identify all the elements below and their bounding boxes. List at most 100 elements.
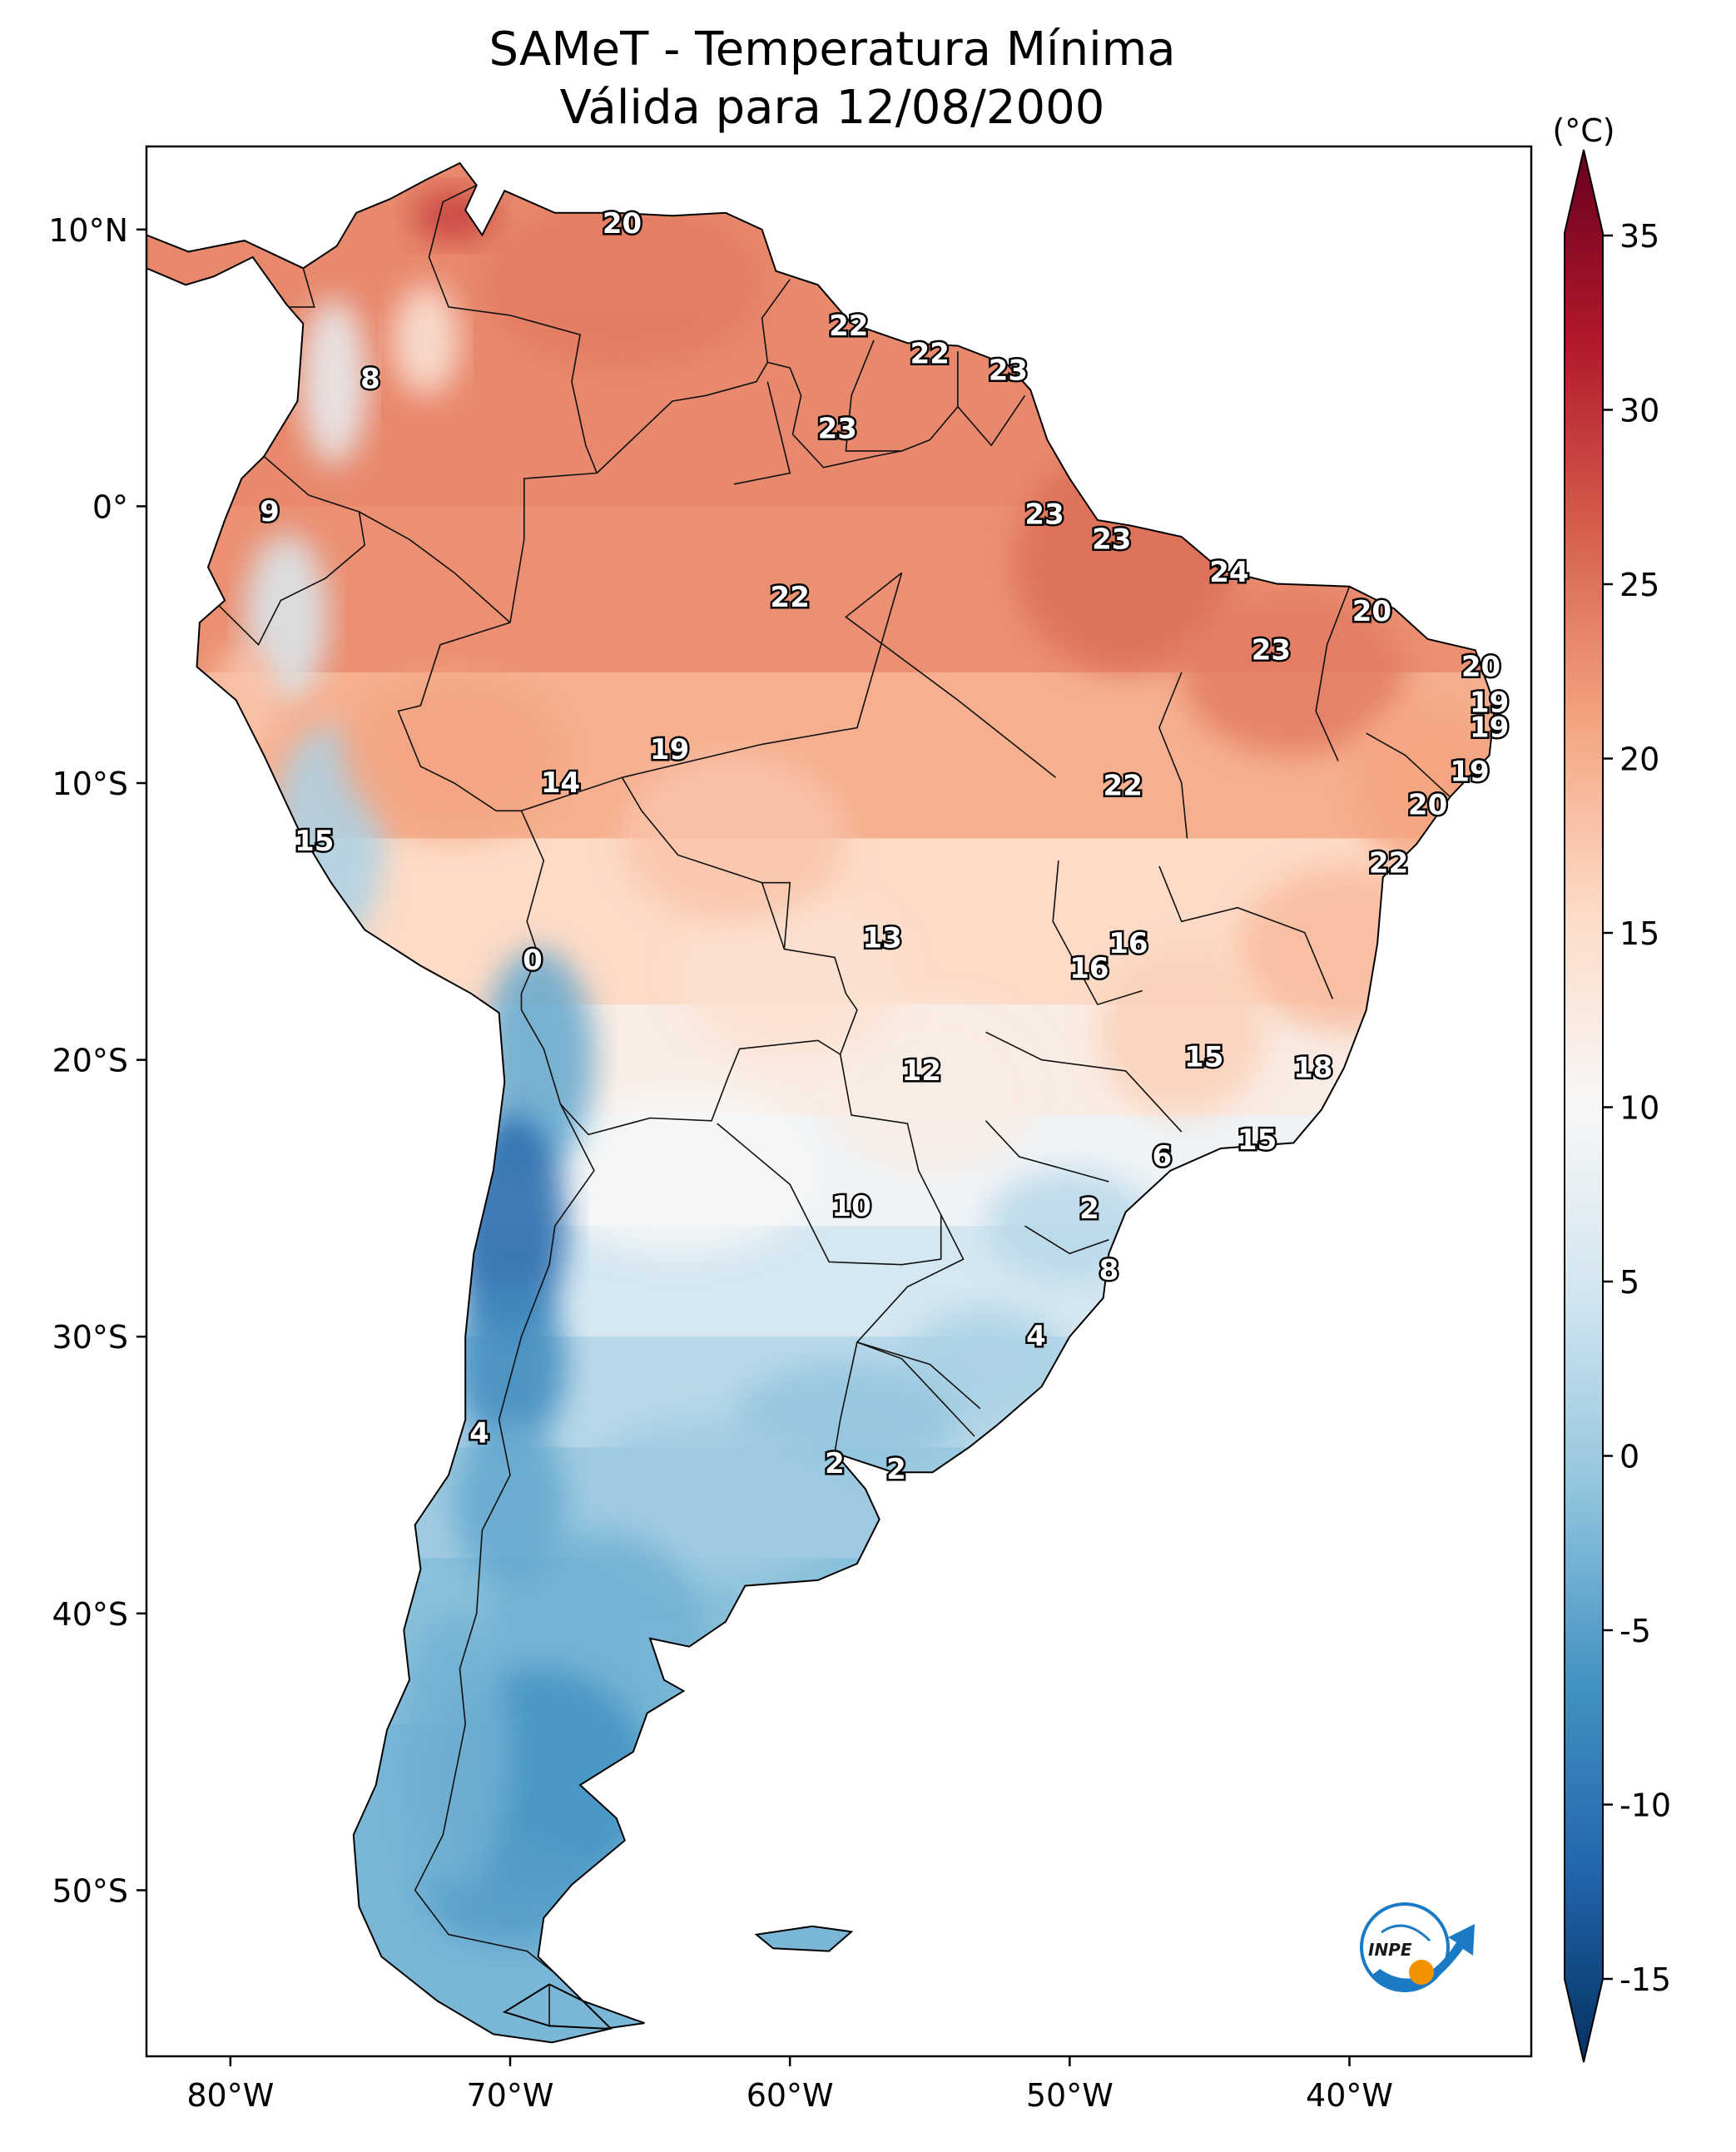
temperature-label: 16: [1109, 927, 1148, 960]
temperature-patch: [622, 755, 846, 922]
lat-tick-label: 20°S: [52, 1043, 128, 1079]
temperature-patch: [817, 1004, 1042, 1171]
temperature-patch: [454, 1281, 567, 1448]
colorbar-tick-label: 30: [1619, 393, 1659, 429]
colorbar-tick-label: 5: [1619, 1264, 1639, 1301]
border-line: [1366, 732, 1451, 798]
country-borders: [218, 184, 1451, 2026]
map-frame: [145, 145, 1533, 2058]
temperature-label: 22: [1369, 847, 1408, 880]
lon-tick-label: 60°W: [746, 2077, 834, 2114]
colorbar-tick-label: 25: [1619, 567, 1659, 603]
temperature-label: 2: [1079, 1193, 1099, 1226]
border-line: [834, 1341, 858, 1454]
temperature-label: 2: [886, 1453, 906, 1486]
temperature-label: 24: [1209, 556, 1248, 589]
temperature-label: 4: [469, 1417, 489, 1450]
longitude-ticks: 80°W 70°W 60°W 50°W 40°W: [186, 2056, 1393, 2114]
border-line: [218, 455, 366, 647]
temperature-label: 0: [523, 944, 543, 977]
temperature-label: 22: [1104, 769, 1143, 802]
colorbar-tick-label: 35: [1619, 218, 1659, 255]
temperature-patch: [398, 1613, 510, 1891]
temperature-label: 15: [295, 825, 334, 858]
border-line: [1315, 586, 1351, 761]
border-line: [1052, 860, 1143, 1006]
lat-tick-label: 10°S: [52, 766, 128, 802]
colorbar-unit: (°C): [1552, 112, 1614, 149]
border-line: [985, 1031, 1183, 1133]
colorbar: (°C) 35 30 25 20 15 10 5 0 -5 -10 -15: [1552, 112, 1671, 2063]
border-line: [761, 881, 791, 950]
border-line: [289, 268, 315, 308]
temperature-label: 22: [829, 310, 868, 343]
temperature-label: 19: [650, 733, 689, 766]
temperature-label: 15: [1184, 1040, 1223, 1074]
temperature-label: 19: [1450, 756, 1489, 789]
lon-tick-label: 80°W: [186, 2077, 274, 2114]
temperature-label: 23: [1252, 633, 1291, 667]
lat-tick-label: 10°N: [48, 212, 128, 249]
temperature-label: 10: [831, 1190, 870, 1223]
temperature-label: 20: [603, 207, 642, 240]
lat-tick-label: 30°S: [52, 1319, 128, 1356]
border-line: [856, 1341, 981, 1410]
colorbar-tick-label: -10: [1619, 1788, 1671, 1824]
temperature-patch: [300, 298, 368, 465]
border-line: [733, 381, 791, 485]
latitude-ticks: 10°N 0° 10°S 20°S 30°S 40°S 50°S: [48, 212, 146, 1909]
temperature-label: 8: [1099, 1253, 1119, 1287]
border-line: [717, 1054, 942, 1266]
border-line: [845, 572, 1056, 778]
temperature-patch: [677, 894, 902, 1060]
logo-ring: [1360, 1902, 1450, 1992]
temperature-label: 22: [910, 338, 950, 371]
border-line: [957, 394, 1026, 447]
border-line: [596, 279, 791, 474]
border-line: [856, 1214, 975, 1437]
border-line: [520, 810, 545, 1010]
temperature-label: 20: [1352, 595, 1391, 628]
temperature-label: 19: [1470, 687, 1509, 720]
coastline: [146, 161, 1496, 2044]
border-line: [428, 184, 598, 474]
lon-tick-label: 70°W: [467, 2077, 554, 2114]
logo-orange-dot: [1409, 1960, 1434, 1985]
temperature-label: 20: [1408, 789, 1447, 822]
temperature-label: 14: [541, 766, 580, 800]
border-line: [520, 1009, 841, 1136]
lat-tick-label: 40°S: [52, 1596, 128, 1633]
temperature-patch: [1181, 589, 1406, 756]
temperature-label: 15: [1238, 1123, 1277, 1157]
border-line: [509, 472, 598, 623]
temperature-label: 20: [1461, 650, 1500, 683]
inpe-logo: INPE: [1360, 1902, 1475, 1992]
border-line: [985, 1120, 1109, 1183]
temperature-label: 23: [1092, 523, 1131, 556]
colorbar-tick-label: 15: [1619, 915, 1659, 952]
temperature-patch: [901, 1309, 1070, 1420]
map-title-line1: SAMeT - Temperatura Mínima: [489, 22, 1175, 77]
temperature-label: 22: [771, 581, 810, 614]
temperature-label: 23: [989, 354, 1028, 387]
lat-tick-label: 0°: [92, 488, 128, 525]
border-line: [521, 776, 858, 1055]
temperature-label: 12: [902, 1054, 941, 1088]
logo-text: INPE: [1368, 1940, 1412, 1960]
border-line: [1158, 865, 1334, 999]
border-line: [1024, 1225, 1109, 1255]
temperature-patch: [454, 1420, 567, 1586]
temperature-label: 8: [360, 362, 380, 395]
temperature-label: 4: [1026, 1320, 1046, 1353]
lat-tick-label: 50°S: [52, 1872, 128, 1909]
temperature-label: 6: [1152, 1140, 1172, 1173]
colorbar-tick-label: -5: [1619, 1613, 1651, 1649]
temperature-label: 23: [1024, 498, 1064, 531]
colorbar-body: [1564, 149, 1604, 2063]
border-line: [1158, 672, 1188, 839]
temperature-label: 2: [825, 1447, 845, 1480]
temperature-label: 18: [1293, 1052, 1332, 1085]
border-line: [414, 1103, 595, 1974]
border-line: [397, 622, 522, 812]
